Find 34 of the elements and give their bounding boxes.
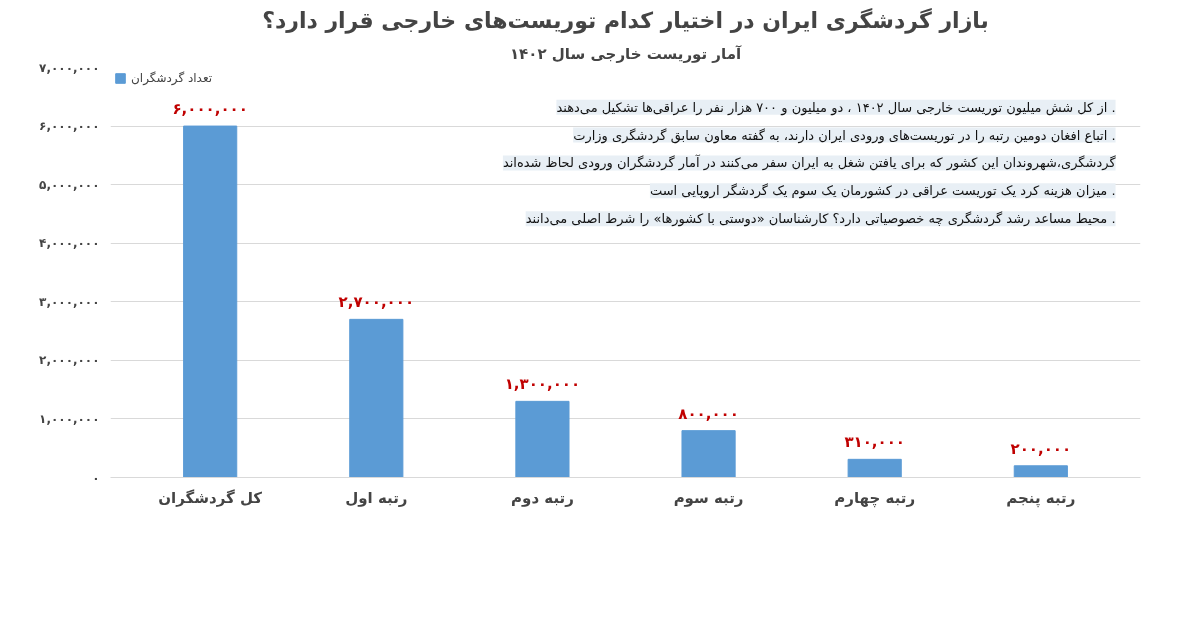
y-tick-label: ۶,۰۰۰,۰۰۰ [39,119,100,134]
data-label: ۱,۳۰۰,۰۰۰ [504,375,581,394]
bar [1013,465,1068,478]
y-tick-label: ۳,۰۰۰,۰۰۰ [39,294,100,309]
bar [681,430,736,478]
x-tick-label: رتبه اول [345,488,408,507]
y-tick-label: ۷,۰۰۰,۰۰۰ [39,60,100,75]
y-tick-label: ۰ [92,470,100,485]
annotation: میزان هزینه کرد یک توریست عراقی در کشورمان یک سوم یک گردشگر اروپایی است . [649,183,1116,200]
data-label: ۳۱۰,۰۰۰ [844,433,906,452]
y-tick-label: ۲,۰۰۰,۰۰۰ [39,353,100,368]
y-tick-label: ۵,۰۰۰,۰۰۰ [39,177,100,192]
data-label: ۸۰۰,۰۰۰ [678,404,739,423]
chart-subtitle: آمار توریست خارجی سال ۱۴۰۲ [509,44,742,63]
annotation: گردشگری،شهروندان این کشور که برای یافتن شغل به ایران سفر می‌کنند در آمار گردشگران ورودی لحاظ شده‌اند [502,154,1117,172]
x-tick-label: رتبه دوم [511,488,574,507]
bar [847,458,902,478]
bar [183,125,238,478]
bar [515,400,570,478]
data-label: ۲,۷۰۰,۰۰۰ [338,293,415,312]
chart-title: بازار گردشگری ایران در اختیار کدام توریست‌های خارجی قرار دارد؟ [262,6,989,34]
y-tick-label: ۱,۰۰۰,۰۰۰ [39,411,100,426]
x-tick-label: کل گردشگران [158,488,263,507]
x-tick-label: رتبه چهارم [834,488,916,508]
x-tick-label: رتبه پنجم [1006,488,1076,508]
x-tick-label: رتبه سوم [673,488,744,507]
bar [349,318,404,478]
data-label: ۲۰۰,۰۰۰ [1010,439,1072,458]
annotation: اتباع افغان دومین رتبه را در توریست‌های ورودی ایران دارند، به گفته معاون سابق گردشگری وزارت . [573,127,1116,144]
legend-label: تعداد گردشگران [131,71,213,85]
y-tick-label: ۴,۰۰۰,۰۰۰ [39,236,100,251]
annotation: از کل شش میلیون توریست خارجی سال ۱۴۰۲ ، دو میلیون و ۷۰۰ هزار نفر را عراقی‌ها تشکیل می‌دهند . [556,99,1116,116]
annotation: محیط مساعد رشد گردشگری چه خصوصیاتی دارد؟ کارشناسان «دوستی با کشورها» را شرط اصلی می‌دانند . [525,211,1116,228]
data-label: ۶,۰۰۰,۰۰۰ [172,100,248,119]
